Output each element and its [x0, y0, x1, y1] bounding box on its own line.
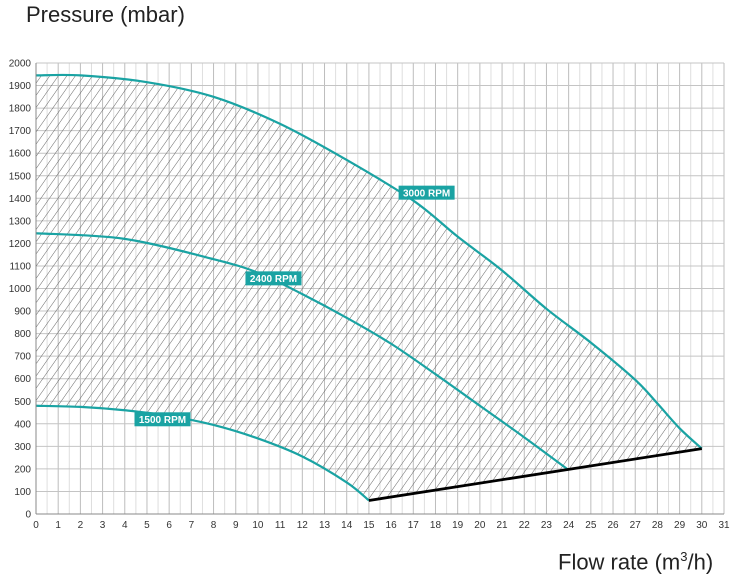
rpm-label-box — [398, 185, 455, 200]
y-tick-label: 800 — [14, 329, 31, 340]
x-tick-label: 8 — [211, 520, 217, 531]
x-tick-label: 13 — [319, 520, 331, 531]
rpm-label-box — [245, 271, 302, 286]
x-tick-label: 10 — [252, 520, 264, 531]
y-tick-label: 200 — [14, 464, 31, 475]
x-tick-label: 4 — [122, 520, 128, 531]
x-tick-label: 14 — [341, 520, 353, 531]
x-tick-label: 11 — [275, 520, 286, 531]
y-tick-label: 100 — [14, 487, 31, 498]
y-tick-label: 0 — [25, 510, 31, 521]
operating-region — [36, 75, 702, 501]
y-tick-label: 1500 — [9, 171, 32, 182]
limit-line — [368, 447, 703, 502]
x-tick-label: 2 — [78, 520, 84, 531]
y-tick-label: 400 — [14, 419, 31, 430]
x-axis-title: Flow rate (m3/h) — [558, 549, 713, 575]
x-tick-label: 17 — [408, 520, 420, 531]
x-tick-label: 20 — [474, 520, 486, 531]
x-tick-label: 26 — [607, 520, 619, 531]
series-line-3000-rpm — [35, 73, 703, 450]
y-tick-label: 1200 — [9, 239, 32, 250]
rpm-label-box — [134, 412, 191, 427]
y-tick-label: 1300 — [9, 216, 32, 227]
y-tick-label: 300 — [14, 442, 31, 453]
x-tick-label: 12 — [297, 520, 309, 531]
x-tick-label: 1 — [55, 520, 61, 531]
x-tick-label: 19 — [452, 520, 464, 531]
x-tick-label: 28 — [652, 520, 664, 531]
x-tick-label: 16 — [386, 520, 398, 531]
y-tick-label: 1400 — [9, 194, 32, 205]
y-tick-label: 2000 — [9, 59, 32, 70]
x-tick-label: 21 — [497, 520, 509, 531]
x-tick-label: 9 — [233, 520, 239, 531]
x-tick-label: 31 — [718, 520, 730, 531]
x-tick-label: 22 — [519, 520, 531, 531]
x-tick-label: 29 — [674, 520, 686, 531]
x-axis-title-prefix: Flow rate (m — [558, 549, 681, 575]
series-line-2400-rpm — [35, 232, 570, 471]
y-tick-label: 1000 — [9, 284, 32, 295]
y-tick-label: 1600 — [9, 149, 32, 160]
y-tick-label: 900 — [14, 307, 31, 318]
x-tick-label: 6 — [166, 520, 172, 531]
x-tick-label: 15 — [363, 520, 375, 531]
x-tick-label: 7 — [189, 520, 195, 531]
y-tick-label: 700 — [14, 352, 31, 363]
series-line-1500-rpm — [35, 404, 370, 502]
y-axis-title: Pressure (mbar) — [26, 2, 185, 27]
x-axis-title-sup: 3 — [680, 549, 688, 564]
y-tick-label: 1100 — [9, 261, 31, 272]
x-tick-label: 24 — [563, 520, 575, 531]
x-tick-label: 18 — [430, 520, 442, 531]
y-tick-label: 1700 — [9, 126, 32, 137]
x-tick-label: 30 — [696, 520, 708, 531]
x-tick-label: 25 — [585, 520, 597, 531]
x-axis-title-suffix: /h) — [687, 549, 714, 575]
x-tick-label: 0 — [33, 520, 39, 531]
x-tick-label: 23 — [541, 520, 553, 531]
x-tick-label: 3 — [100, 520, 106, 531]
rpm-label: 2400 RPM — [250, 274, 297, 285]
y-tick-label: 1800 — [9, 104, 32, 115]
rpm-label: 3000 RPM — [403, 188, 450, 199]
y-tick-label: 500 — [14, 397, 31, 408]
rpm-label: 1500 RPM — [139, 415, 186, 426]
x-tick-label: 5 — [144, 520, 150, 531]
x-tick-label: 27 — [630, 520, 642, 531]
y-tick-label: 1900 — [9, 81, 32, 92]
y-tick-label: 600 — [14, 374, 31, 385]
